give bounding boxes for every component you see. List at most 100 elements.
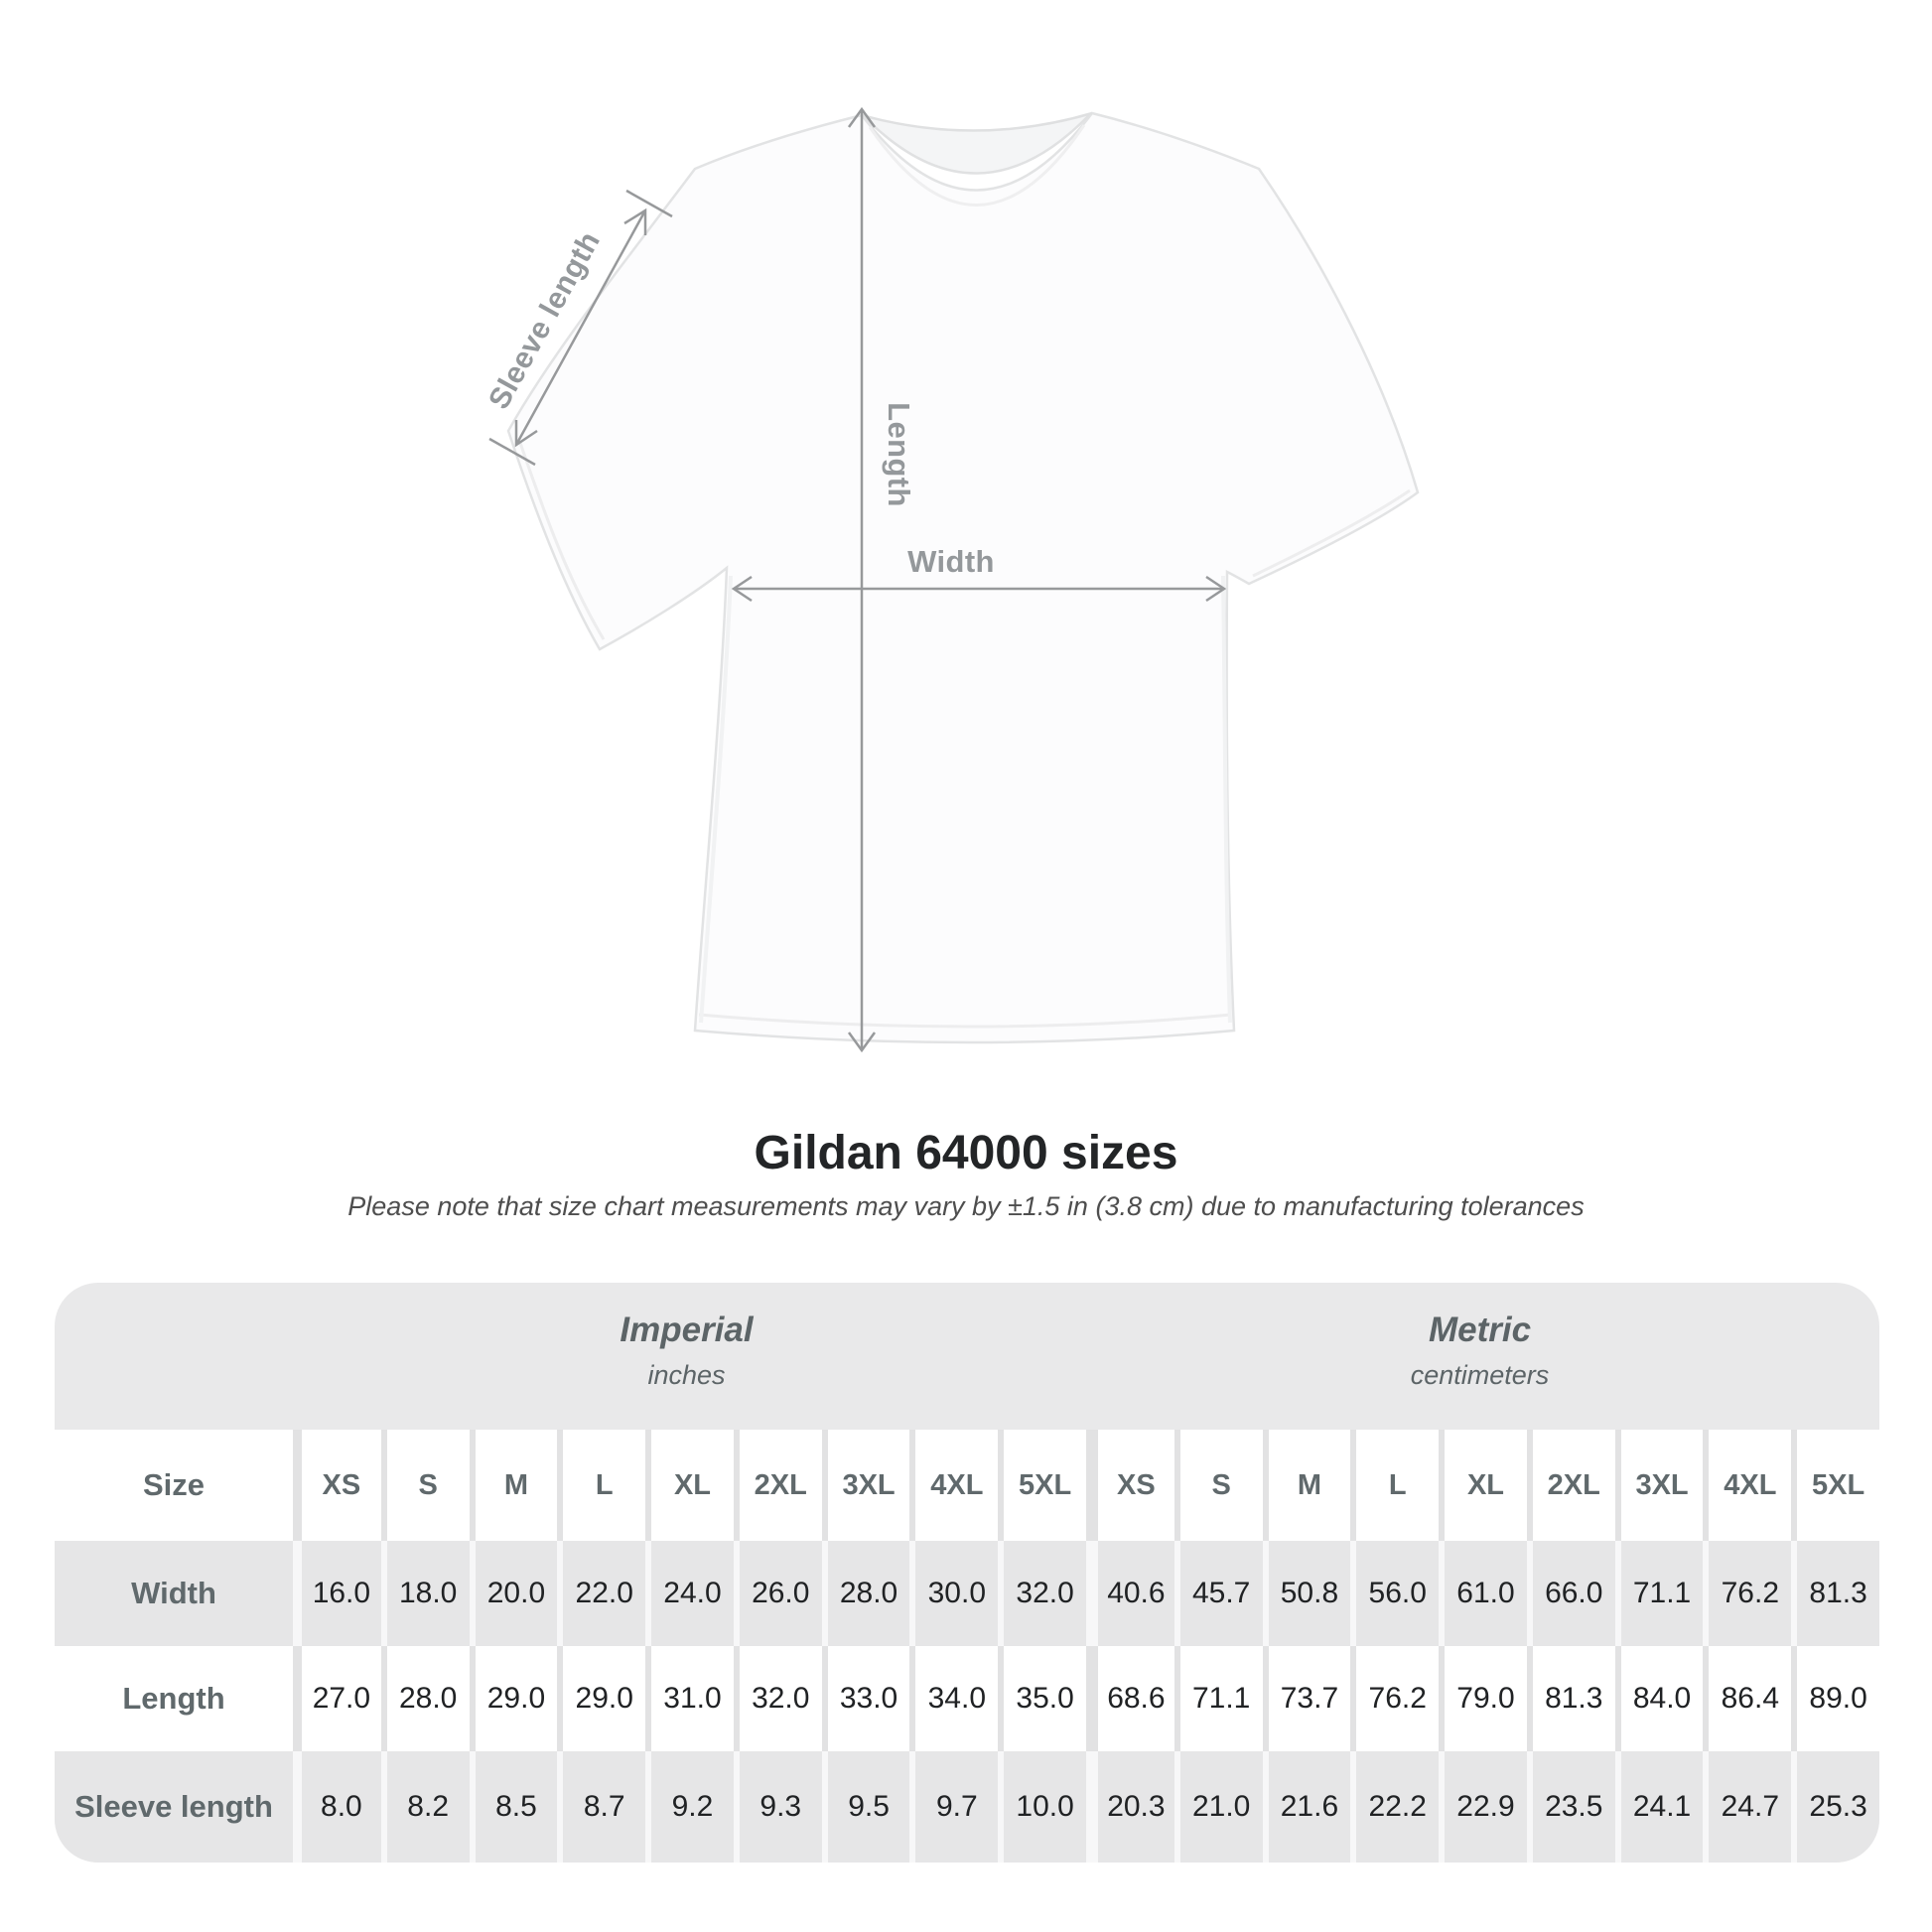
value-cell-width-imperial: 20.0 [469,1541,558,1646]
arrowhead-upright-icon [623,207,647,235]
size-header-imperial-s: S [380,1430,470,1541]
value-cell-length-metric: 76.2 [1350,1646,1440,1751]
size-header-imperial-xs: XS [293,1430,381,1541]
size-header-imperial-5xl: 5XL [998,1430,1086,1541]
size-header-metric-xs: XS [1086,1430,1174,1541]
value-cell-sleeve-length-metric: 22.2 [1350,1751,1440,1863]
value-cell-length-imperial: 27.0 [293,1646,381,1751]
size-header-imperial-xl: XL [645,1430,734,1541]
value-cell-width-metric: 76.2 [1703,1541,1792,1646]
value-cell-width-metric: 45.7 [1173,1541,1263,1646]
size-header-metric-s: S [1173,1430,1263,1541]
size-header-imperial-3xl: 3XL [821,1430,910,1541]
row-label-length: Length [55,1646,293,1751]
arrowhead-right-icon [1205,575,1227,603]
value-cell-width-metric: 50.8 [1262,1541,1351,1646]
size-header-metric-4xl: 4XL [1703,1430,1792,1541]
value-cell-width-imperial: 16.0 [293,1541,381,1646]
arrowhead-down-icon [847,1032,877,1053]
dimension-end-tick [625,189,673,218]
size-header-metric-5xl: 5XL [1791,1430,1879,1541]
size-header-metric-xl: XL [1439,1430,1527,1541]
unit-group-metric: Metric centimeters [1080,1283,1879,1430]
size-header-imperial-m: M [469,1430,558,1541]
value-cell-length-imperial: 34.0 [909,1646,999,1751]
size-table-card: Imperial inches Metric centimeters Size X… [55,1283,1879,1863]
unit-group-imperial: Imperial inches [293,1283,1080,1430]
arrowhead-left-icon [731,575,753,603]
value-cell-sleeve-length-metric: 24.7 [1703,1751,1792,1863]
value-cell-sleeve-length-metric: 22.9 [1439,1751,1527,1863]
size-header-metric-2xl: 2XL [1526,1430,1615,1541]
value-cell-sleeve-length-imperial: 9.2 [645,1751,734,1863]
value-cell-sleeve-length-metric: 25.3 [1791,1751,1879,1863]
unit-header-band: Imperial inches Metric centimeters [55,1283,1879,1430]
size-header-imperial-l: L [557,1430,646,1541]
value-cell-width-metric: 61.0 [1439,1541,1527,1646]
value-cell-length-imperial: 33.0 [821,1646,910,1751]
value-cell-length-imperial: 28.0 [380,1646,470,1751]
size-header-imperial-4xl: 4XL [909,1430,999,1541]
value-cell-width-imperial: 28.0 [821,1541,910,1646]
arrowhead-up-icon [847,106,877,128]
length-label: Length [882,402,916,507]
value-cell-length-metric: 73.7 [1262,1646,1351,1751]
value-cell-sleeve-length-metric: 21.6 [1262,1751,1351,1863]
value-cell-width-imperial: 22.0 [557,1541,646,1646]
value-cell-length-metric: 79.0 [1439,1646,1527,1751]
value-cell-width-metric: 71.1 [1614,1541,1704,1646]
dimension-end-tick [488,437,536,467]
arrowhead-downleft-icon [514,420,538,448]
tshirt-illustration [506,111,1420,1044]
value-cell-width-metric: 81.3 [1791,1541,1879,1646]
size-header-metric-m: M [1262,1430,1351,1541]
value-cell-sleeve-length-imperial: 8.7 [557,1751,646,1863]
tolerance-note: Please note that size chart measurements… [347,1191,1585,1221]
value-cell-sleeve-length-metric: 23.5 [1526,1751,1615,1863]
value-cell-width-imperial: 30.0 [909,1541,999,1646]
value-cell-width-imperial: 24.0 [645,1541,734,1646]
width-label: Width [907,544,995,579]
row-label-width: Width [55,1541,293,1646]
value-cell-sleeve-length-imperial: 8.5 [469,1751,558,1863]
value-cell-length-metric: 68.6 [1086,1646,1174,1751]
value-cell-sleeve-length-metric: 21.0 [1173,1751,1263,1863]
value-cell-sleeve-length-metric: 20.3 [1086,1751,1174,1863]
value-cell-width-imperial: 18.0 [380,1541,470,1646]
value-cell-length-metric: 84.0 [1614,1646,1704,1751]
value-cell-length-imperial: 31.0 [645,1646,734,1751]
size-column-label: Size [55,1430,293,1541]
size-header-imperial-2xl: 2XL [733,1430,822,1541]
page-title: Gildan 64000 sizes [754,1127,1178,1179]
value-cell-width-imperial: 32.0 [998,1541,1086,1646]
value-cell-width-imperial: 26.0 [733,1541,822,1646]
value-cell-length-metric: 89.0 [1791,1646,1879,1751]
unit-name-metric: Metric [1428,1311,1532,1349]
value-cell-sleeve-length-imperial: 8.0 [293,1751,381,1863]
value-cell-sleeve-length-imperial: 9.5 [821,1751,910,1863]
value-cell-sleeve-length-metric: 24.1 [1614,1751,1704,1863]
value-cell-width-metric: 40.6 [1086,1541,1174,1646]
measurement-lines [488,106,1227,1053]
value-cell-sleeve-length-imperial: 9.7 [909,1751,999,1863]
value-cell-length-metric: 86.4 [1703,1646,1792,1751]
value-cell-width-metric: 66.0 [1526,1541,1615,1646]
value-cell-sleeve-length-imperial: 10.0 [998,1751,1086,1863]
value-cell-sleeve-length-imperial: 8.2 [380,1751,470,1863]
size-header-metric-l: L [1350,1430,1440,1541]
unit-name-imperial: Imperial [620,1311,754,1349]
size-header-metric-3xl: 3XL [1614,1430,1704,1541]
value-cell-length-imperial: 29.0 [557,1646,646,1751]
unit-sub-metric: centimeters [1410,1360,1550,1390]
value-cell-width-metric: 56.0 [1350,1541,1440,1646]
value-cell-length-imperial: 32.0 [733,1646,822,1751]
value-cell-sleeve-length-imperial: 9.3 [733,1751,822,1863]
unit-sub-imperial: inches [647,1360,726,1390]
value-cell-length-metric: 71.1 [1173,1646,1263,1751]
value-cell-length-imperial: 29.0 [469,1646,558,1751]
row-label-sleeve-length: Sleeve length [55,1751,293,1863]
size-table-grid: Size XS S M L XL 2XL 3XL 4XL 5XL XS S M L XL 2XL 3XL 4XL 5… [55,1430,1879,1863]
sleeve-dimension-line [514,209,647,446]
